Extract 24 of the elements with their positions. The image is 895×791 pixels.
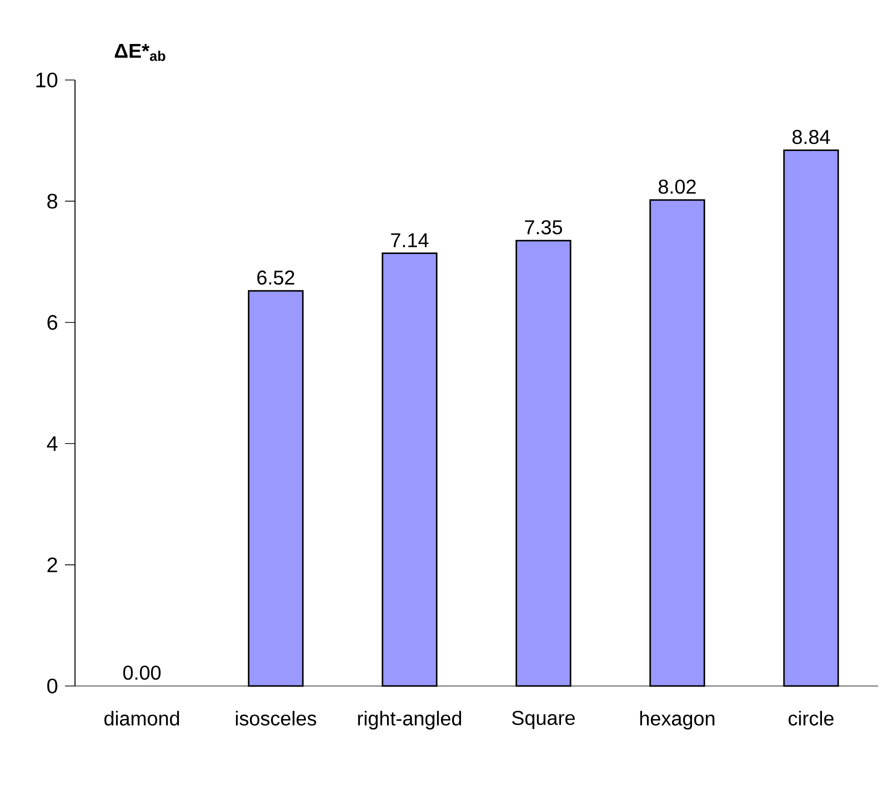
data-label: 0.00 [123, 666, 161, 680]
data-label: 6.52 [257, 270, 294, 285]
x-tick-label: isosceles [236, 710, 316, 726]
y-tick-label: 4 [46, 436, 58, 451]
data-label: 7.35 [524, 220, 562, 234]
x-tick-label: circle [788, 710, 834, 726]
data-label: 8.84 [792, 130, 830, 144]
x-tick-label: diamond [104, 710, 179, 726]
x-tick-label: right-angled [358, 710, 462, 730]
bar [649, 199, 706, 687]
data-label: 8.02 [658, 180, 696, 194]
bar [516, 240, 572, 687]
x-tick-label: Square [512, 710, 575, 729]
y-tick-label: 2 [48, 557, 58, 572]
bar [783, 150, 839, 687]
y-tick-label: 0 [47, 678, 58, 694]
data-label: 7.14 [391, 233, 428, 248]
y-tick-label: 8 [47, 194, 58, 209]
bar [382, 252, 438, 687]
y-tick-label: 6 [48, 314, 58, 330]
y-tick-label: 10 [36, 72, 58, 88]
x-tick-label: hexagon [640, 710, 714, 730]
bar [248, 290, 304, 687]
y-axis-title: ΔE*$_{ab}$ [114, 44, 166, 62]
